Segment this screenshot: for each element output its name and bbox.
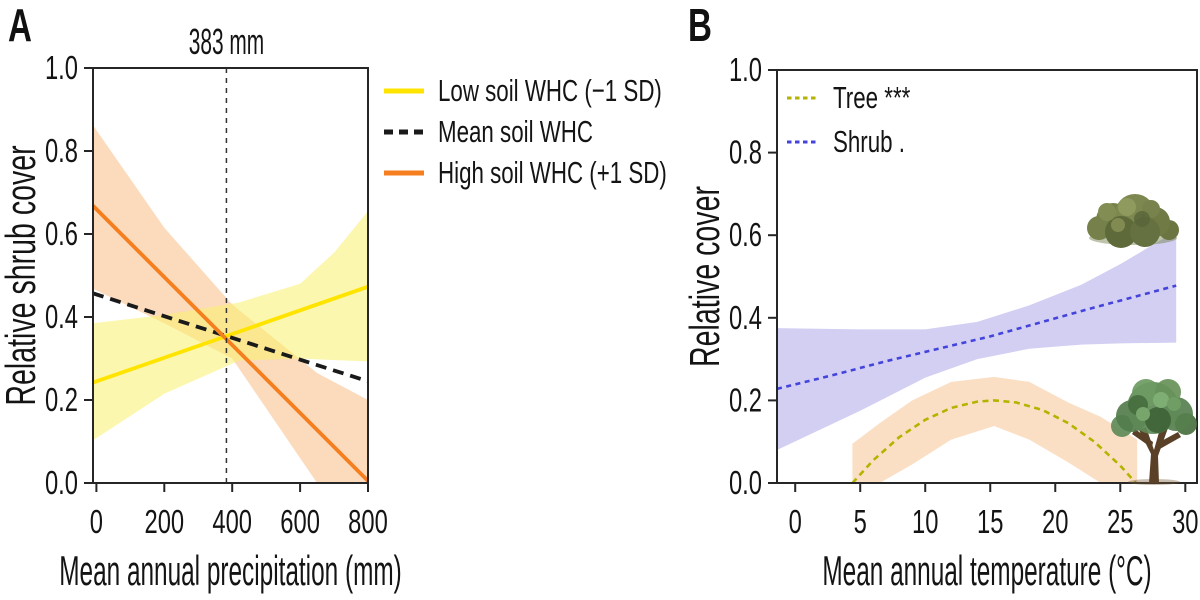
panel-b-letter: B xyxy=(688,0,712,51)
svg-text:1.0: 1.0 xyxy=(729,52,762,89)
tree-icon xyxy=(1111,379,1197,485)
legend-item-mean-soil-whc: Mean soil WHC xyxy=(384,111,756,152)
svg-text:1.0: 1.0 xyxy=(45,50,78,87)
high-soil-whc-line xyxy=(93,204,368,483)
legend-label: High soil WHC (+1 SD) xyxy=(438,154,667,190)
y-axis: 0.0 0.2 0.4 0.6 0.8 1.0 xyxy=(45,50,93,502)
svg-text:200: 200 xyxy=(144,504,184,541)
legend-item-low-soil-whc-1-sd: Low soil WHC (−1 SD) xyxy=(384,70,756,111)
shrub-line xyxy=(777,284,1177,391)
y-axis-title: Relative cover xyxy=(680,186,728,367)
legend-label: Mean soil WHC xyxy=(438,113,594,149)
high-soil-whc-1-sd-swatch-icon xyxy=(384,170,424,175)
y-axis-title: Relative shrub cover xyxy=(0,145,44,405)
x-axis: 0 5 10 15 20 25 30 xyxy=(789,483,1199,541)
svg-text:5: 5 xyxy=(854,504,867,541)
shrub-swatch-icon xyxy=(787,140,819,144)
mean-soil-whc-swatch-icon xyxy=(384,129,424,134)
x-axis-title: Mean annual precipitation (mm) xyxy=(59,548,402,594)
svg-text:15: 15 xyxy=(977,504,1003,541)
plot-border xyxy=(92,67,369,484)
svg-text:0.2: 0.2 xyxy=(45,382,78,419)
svg-text:0: 0 xyxy=(90,504,103,541)
panel-a-letter: A xyxy=(8,0,32,51)
y-axis: 0.0 0.2 0.4 0.6 0.8 1.0 xyxy=(729,52,777,502)
shrub-icon xyxy=(1087,194,1179,248)
svg-text:0.6: 0.6 xyxy=(45,216,78,253)
vline-label: 383 mm xyxy=(189,22,264,62)
plot-border xyxy=(776,69,1198,484)
tree-swatch-icon xyxy=(787,96,819,100)
svg-text:800: 800 xyxy=(348,504,388,541)
mean-soil-whc-line xyxy=(93,291,368,384)
x-axis: 0 200 400 600 800 xyxy=(90,483,388,541)
tree-ci-band xyxy=(852,376,1138,483)
legend-label: Low soil WHC (−1 SD) xyxy=(438,72,662,108)
shrub-ci-band xyxy=(777,231,1177,450)
svg-text:0.0: 0.0 xyxy=(45,465,78,502)
low-soil-whc-line xyxy=(93,284,368,385)
svg-text:20: 20 xyxy=(1042,504,1068,541)
svg-text:0: 0 xyxy=(789,504,802,541)
low-soil-whc-1-sd-swatch-icon xyxy=(384,88,424,93)
x-axis-title: Mean annual temperature (°C) xyxy=(822,548,1151,594)
svg-text:600: 600 xyxy=(280,504,320,541)
panel-a-legend: Low soil WHC (−1 SD) Mean soil WHC High so… xyxy=(384,70,756,193)
legend-label: Tree *** xyxy=(833,80,911,115)
svg-text:10: 10 xyxy=(912,504,938,541)
low-soil-whc-ci-band xyxy=(93,211,368,441)
svg-text:25: 25 xyxy=(1107,504,1133,541)
svg-text:0.4: 0.4 xyxy=(729,300,762,337)
svg-text:0.6: 0.6 xyxy=(729,218,762,255)
svg-text:0.8: 0.8 xyxy=(45,133,78,170)
svg-text:0.8: 0.8 xyxy=(729,135,762,172)
svg-text:400: 400 xyxy=(212,504,252,541)
panel-b-chart: 0 5 10 15 20 25 30 0.0 0.2 0.4 0.6 0.8 1.0 Mean annua… xyxy=(680,52,1199,594)
svg-text:0.2: 0.2 xyxy=(729,383,762,420)
tree-line xyxy=(851,399,1137,483)
legend-item-high-soil-whc-1-sd: High soil WHC (+1 SD) xyxy=(384,152,756,193)
svg-text:0.4: 0.4 xyxy=(45,299,78,336)
legend-item-shrub: Shrub . xyxy=(787,120,940,164)
svg-text:30: 30 xyxy=(1172,504,1198,541)
panel-b-legend: Tree *** Shrub . xyxy=(787,76,940,164)
legend-label: Shrub . xyxy=(833,124,905,159)
legend-item-tree: Tree *** xyxy=(787,76,940,120)
panel-a-chart: 383 mm 0 200 400 600 800 0.0 0.2 0.4 0.6 0.8 1.0 Mea… xyxy=(0,22,402,595)
svg-text:0.0: 0.0 xyxy=(729,465,762,502)
